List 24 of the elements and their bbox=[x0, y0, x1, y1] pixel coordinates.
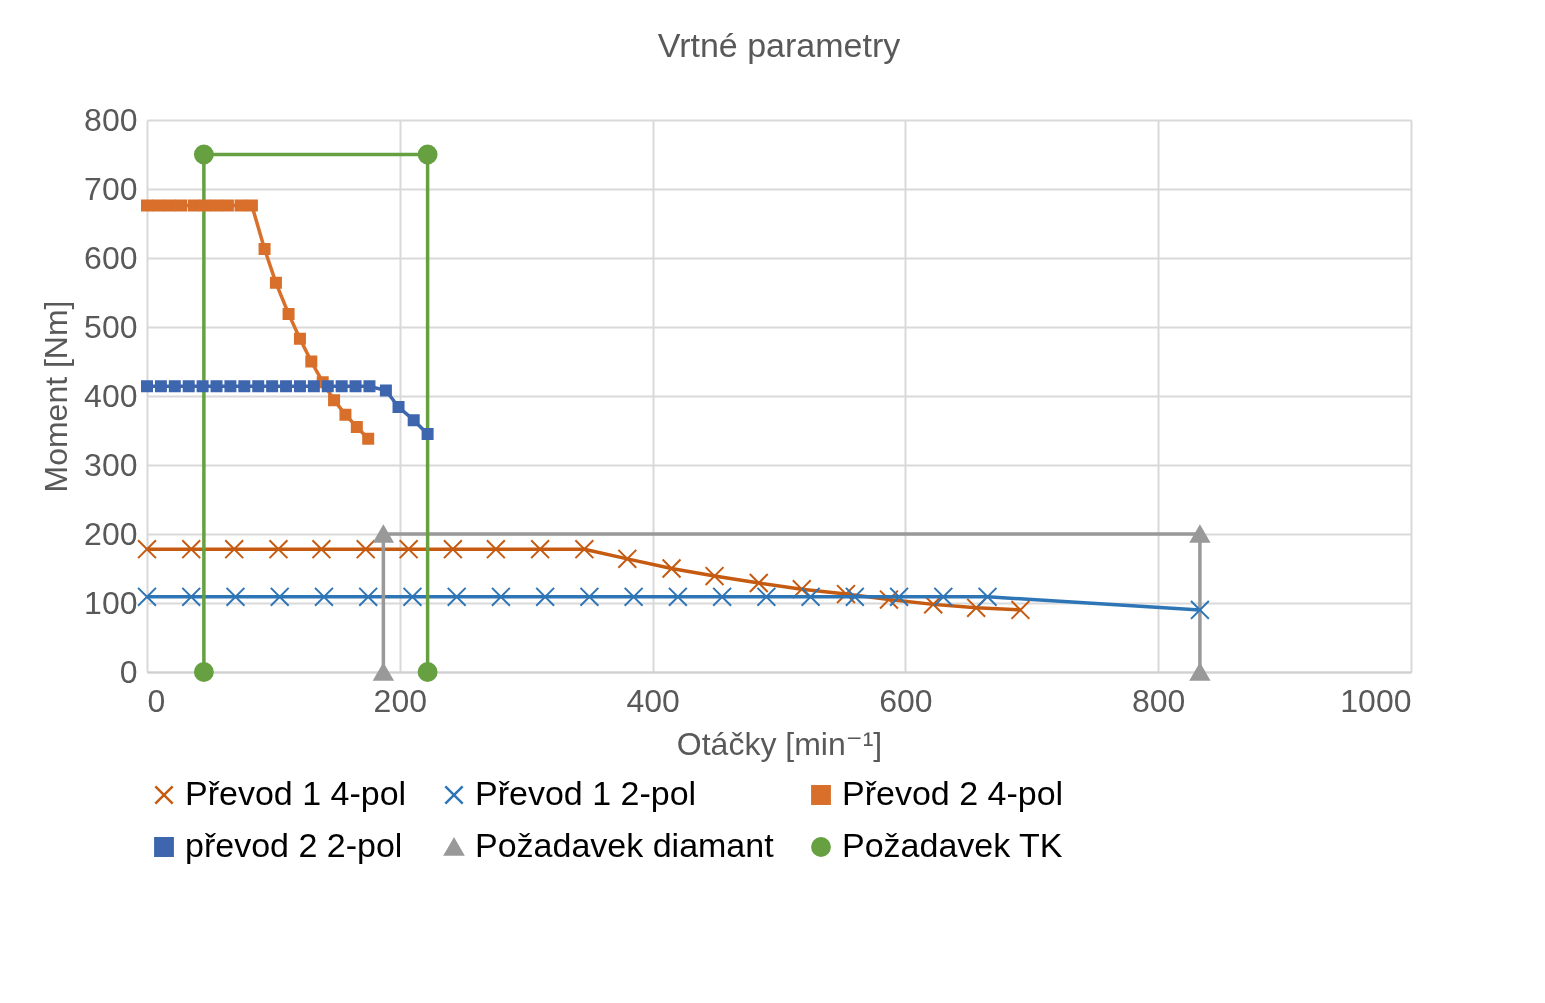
legend-label: Požadavek TK bbox=[842, 826, 1063, 864]
y-tick-label: 600 bbox=[84, 239, 138, 276]
legend-label: Převod 2 4-pol bbox=[842, 774, 1064, 812]
legend-label: převod 2 2-pol bbox=[185, 826, 403, 864]
legend-label: Požadavek diamant bbox=[475, 826, 775, 864]
legend-label: Převod 1 4-pol bbox=[185, 774, 407, 812]
x-tick-label: 200 bbox=[373, 682, 427, 719]
y-tick-label: 700 bbox=[84, 170, 138, 207]
y-tick-label: 300 bbox=[84, 446, 138, 483]
y-axis-title: Moment [Nm] bbox=[38, 300, 75, 493]
y-tick-label: 400 bbox=[84, 377, 138, 414]
x-axis-title: Otáčky [min⁻¹] bbox=[676, 725, 883, 762]
x-tick-label: 400 bbox=[626, 682, 680, 719]
x-tick-label: 800 bbox=[1132, 682, 1186, 719]
chart-title: Vrtné parametry bbox=[657, 26, 901, 64]
legend-label: Převod 1 2-pol bbox=[475, 774, 697, 812]
y-tick-label: 500 bbox=[84, 308, 138, 345]
y-tick-label: 200 bbox=[84, 515, 138, 552]
y-tick-label: 800 bbox=[84, 101, 138, 138]
y-tick-label: 0 bbox=[119, 653, 138, 690]
x-tick-label: 600 bbox=[879, 682, 933, 719]
y-tick-label: 100 bbox=[84, 584, 138, 621]
x-tick-label: 0 bbox=[147, 682, 166, 719]
x-tick-label: 1000 bbox=[1340, 682, 1412, 719]
